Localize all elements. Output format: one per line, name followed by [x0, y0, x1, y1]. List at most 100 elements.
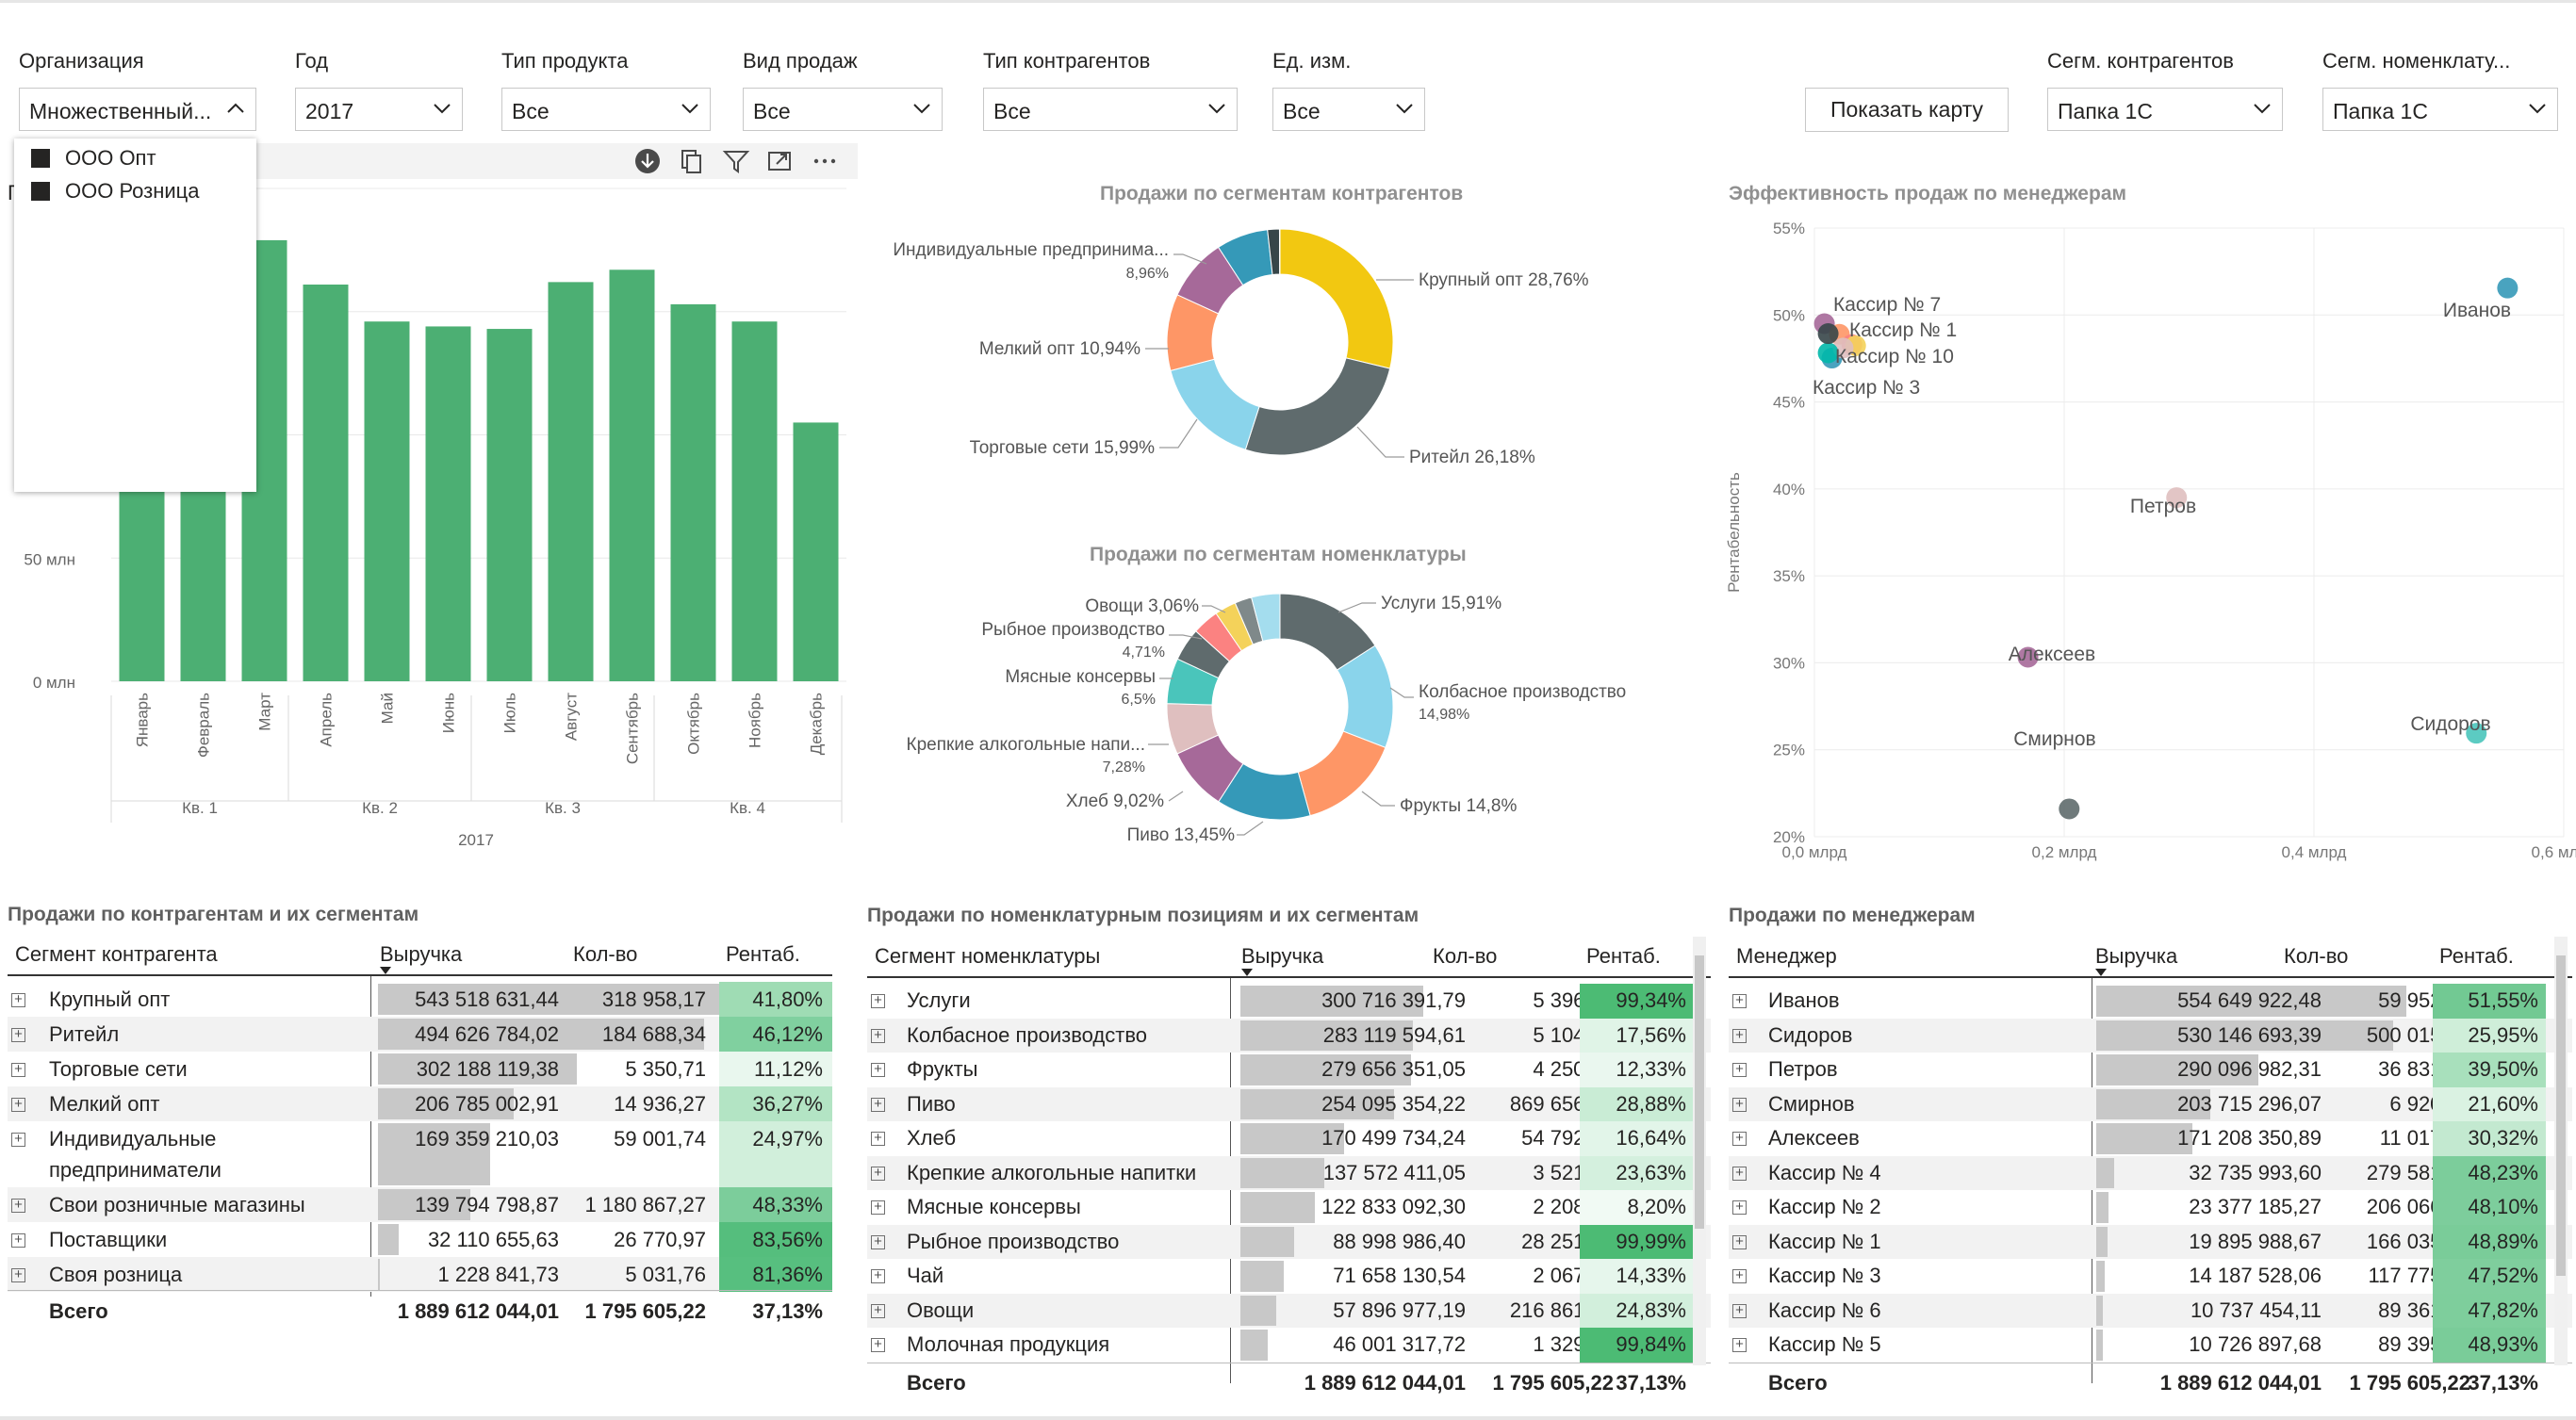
slicer-label: Сегм. номенклату... — [2322, 49, 2511, 73]
expand-plus-icon[interactable]: + — [1732, 1166, 1747, 1181]
expand-plus-icon[interactable]: + — [1732, 1062, 1747, 1078]
table-row[interactable]: + Крупный опт 543 518 631,44 318 958,17 41,8… — [8, 982, 832, 1017]
table-row[interactable]: + Иванов 554 649 922,48 59 952,51 51,55% — [1729, 984, 2572, 1019]
expand-plus-icon[interactable]: + — [1732, 1303, 1747, 1318]
donut2-label: Пиво 13,45% — [1127, 825, 1236, 845]
filter-icon[interactable] — [722, 147, 750, 175]
column-header[interactable]: Рентаб. — [2439, 944, 2514, 968]
expand-plus-icon[interactable]: + — [11, 1132, 25, 1147]
expand-plus-icon[interactable]: + — [871, 1166, 885, 1181]
show-map-button[interactable]: Показать карту — [1805, 88, 2009, 132]
table-row[interactable]: + Ритейл 494 626 784,02 184 688,34 46,12% — [8, 1017, 832, 1052]
column-header[interactable]: Выручка — [2095, 944, 2178, 968]
table-row[interactable]: + Овощи 57 896 977,19 216 861,54 24,83% — [867, 1293, 1711, 1328]
table-row[interactable]: + Молочная продукция 46 001 317,72 1 329,77… — [867, 1328, 1711, 1363]
expand-plus-icon[interactable]: + — [11, 1232, 25, 1248]
slicer-organization-dropdown[interactable]: Множественный... — [19, 88, 256, 131]
expand-plus-icon[interactable]: + — [871, 1097, 885, 1112]
table-row[interactable]: + Алексеев 171 208 350,89 11 017,09 30,32% — [1729, 1121, 2572, 1156]
scrollbar-thumb[interactable] — [1695, 955, 1704, 1229]
slicer-year-dropdown[interactable]: 2017 — [295, 88, 463, 131]
column-header[interactable]: Рентаб. — [726, 942, 800, 966]
copy-icon[interactable] — [677, 147, 705, 175]
table-row[interactable]: + Крепкие алкогольные напитки 137 572 411,… — [867, 1155, 1711, 1190]
column-header[interactable]: Кол-во — [2284, 944, 2349, 968]
table-row[interactable]: + Поставщики 32 110 655,63 26 770,97 83,56% — [8, 1222, 832, 1257]
expand-plus-icon[interactable]: + — [11, 1198, 25, 1213]
slicer-product-type-dropdown[interactable]: Все — [501, 88, 711, 131]
expand-plus-icon[interactable]: + — [871, 1234, 885, 1249]
table-row[interactable]: + Услуги 300 716 391,79 5 396,25 99,34% — [867, 984, 1711, 1019]
column-header[interactable]: Выручка — [1241, 944, 1324, 968]
table-row[interactable]: + Кассир № 4 32 735 993,60 279 581,44 48,23% — [1729, 1155, 2572, 1190]
column-header[interactable]: Сегмент номенклатуры — [875, 944, 1101, 968]
expand-plus-icon[interactable]: + — [871, 1303, 885, 1318]
table-row[interactable]: + Кассир № 5 10 726 897,68 89 395,91 48,93% — [1729, 1328, 2572, 1363]
table-row[interactable]: + Рыбное производство 88 998 986,40 28 251,… — [867, 1224, 1711, 1259]
slicer-counterparty-segment-dropdown[interactable]: Папка 1С — [2047, 88, 2283, 131]
more-options-icon[interactable] — [811, 147, 839, 175]
expand-plus-icon[interactable]: + — [1732, 1028, 1747, 1043]
download-icon[interactable] — [633, 147, 662, 175]
revenue-value: 170 499 734,24 — [1321, 1126, 1466, 1151]
expand-plus-icon[interactable]: + — [1732, 1200, 1747, 1216]
expand-plus-icon[interactable]: + — [11, 1062, 25, 1077]
table-row[interactable]: + Сидоров 530 146 693,39 500 015,65 25,95% — [1729, 1018, 2572, 1053]
column-header[interactable]: Кол-во — [573, 942, 638, 966]
table-row[interactable]: + Чай 71 658 130,54 2 067,95 14,33% — [867, 1259, 1711, 1294]
slicer-nomenclature-segment-dropdown[interactable]: Папка 1С — [2322, 88, 2558, 131]
expand-plus-icon[interactable]: + — [871, 1131, 885, 1147]
slicer-unit-dropdown[interactable]: Все — [1272, 88, 1425, 131]
expand-plus-icon[interactable]: + — [871, 1062, 885, 1078]
expand-plus-icon[interactable]: + — [11, 1027, 25, 1042]
table-row[interactable]: + Кассир № 1 19 895 988,67 166 035,26 48,89% — [1729, 1224, 2572, 1259]
table-row[interactable]: + Своя розница 1 228 841,73 5 031,76 81,36% — [8, 1257, 832, 1292]
expand-plus-icon[interactable]: + — [1732, 1268, 1747, 1284]
expand-plus-icon[interactable]: + — [871, 993, 885, 1009]
column-header[interactable]: Выручка — [380, 942, 463, 966]
org-option-opt[interactable]: ООО Опт — [31, 146, 156, 171]
table-row[interactable]: + Хлеб 170 499 734,24 54 792,09 16,64% — [867, 1121, 1711, 1156]
expand-plus-icon[interactable]: + — [1732, 1131, 1747, 1147]
org-option-retail[interactable]: ООО Розница — [31, 179, 200, 204]
table-row[interactable]: + Пиво 254 095 354,22 869 656,61 28,88% — [867, 1086, 1711, 1121]
table-row[interactable]: + Торговые сети 302 188 119,38 5 350,71 11,1… — [8, 1052, 832, 1086]
expand-plus-icon[interactable]: + — [1732, 1337, 1747, 1353]
expand-plus-icon[interactable]: + — [11, 1097, 25, 1112]
table-row[interactable]: + Кассир № 3 14 187 528,06 117 775,56 47,52% — [1729, 1259, 2572, 1294]
expand-plus-icon[interactable]: + — [871, 1200, 885, 1216]
vertical-scrollbar[interactable] — [1693, 937, 1706, 1365]
expand-plus-icon[interactable]: + — [11, 992, 25, 1007]
table-row[interactable]: + Мясные консервы 122 833 092,30 2 208,03 8,… — [867, 1190, 1711, 1225]
table-row[interactable]: + Колбасное производство 283 119 594,61 5 1… — [867, 1018, 1711, 1053]
donut-counterparty-title: Продажи по сегментам контрагентов — [1100, 183, 1464, 204]
expand-plus-icon[interactable]: + — [1732, 1097, 1747, 1112]
revenue-value: 23 377 185,27 — [2189, 1195, 2322, 1219]
table-row[interactable]: + Кассир № 2 23 377 185,27 206 066,57 48,10% — [1729, 1190, 2572, 1225]
expand-plus-icon[interactable]: + — [871, 1268, 885, 1284]
revenue-databar — [1240, 1123, 1344, 1154]
focus-mode-icon[interactable] — [765, 147, 794, 175]
table-counterparties: Сегмент контрагента Выручка Кол-во Рентаб. +… — [8, 935, 832, 1330]
table-row[interactable]: + Петров 290 096 982,31 36 831,92 39,50% — [1729, 1053, 2572, 1087]
expand-plus-icon[interactable]: + — [1732, 993, 1747, 1009]
table-row[interactable]: + Мелкий опт 206 785 002,91 14 936,27 36,27% — [8, 1086, 832, 1121]
column-header[interactable]: Менеджер — [1736, 944, 1837, 968]
table-row[interactable]: + Кассир № 6 10 737 454,11 89 361,70 47,82% — [1729, 1293, 2572, 1328]
column-header[interactable]: Кол-во — [1433, 944, 1498, 968]
expand-plus-icon[interactable]: + — [11, 1267, 25, 1282]
slicer-sales-kind-dropdown[interactable]: Все — [743, 88, 943, 131]
scatter-point-label: Петров — [2130, 496, 2196, 517]
vertical-scrollbar[interactable] — [2554, 937, 2568, 1365]
expand-plus-icon[interactable]: + — [1732, 1234, 1747, 1249]
expand-plus-icon[interactable]: + — [871, 1337, 885, 1353]
table-row[interactable]: + Свои розничные магазины 139 794 798,87 1 … — [8, 1187, 832, 1222]
table-row[interactable]: + Смирнов 203 715 296,07 6 920,79 21,60% — [1729, 1086, 2572, 1121]
column-header[interactable]: Сегмент контрагента — [15, 942, 218, 966]
column-header[interactable]: Рентаб. — [1586, 944, 1661, 968]
scrollbar-thumb[interactable] — [2556, 955, 2566, 1276]
expand-plus-icon[interactable]: + — [871, 1028, 885, 1043]
slicer-counterparty-type-dropdown[interactable]: Все — [983, 88, 1238, 131]
table-row[interactable]: + Индивидуальные предприниматели 169 359 21… — [8, 1121, 832, 1187]
table-row[interactable]: + Фрукты 279 656 351,05 4 250,69 12,33% — [867, 1053, 1711, 1087]
